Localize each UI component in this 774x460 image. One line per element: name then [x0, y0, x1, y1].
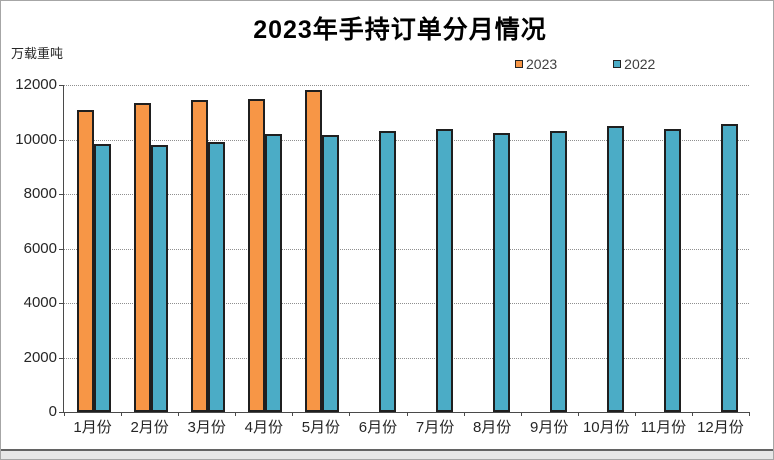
legend-item-2022: 2022 — [613, 56, 655, 72]
legend-item-2023: 2023 — [515, 56, 557, 72]
bar-2022-4月份 — [264, 134, 282, 412]
x-tick-mark — [634, 412, 636, 416]
x-tick-mark — [64, 412, 65, 416]
bar-2022-6月份 — [378, 131, 396, 412]
bar-2022-7月份 — [436, 128, 454, 412]
bar-2022-11月份 — [664, 129, 682, 412]
x-tick-label-6月份: 6月份 — [358, 419, 398, 436]
x-tick-mark — [406, 412, 408, 416]
y-tick-mark — [59, 139, 64, 141]
bar-2022-12月份 — [721, 123, 739, 412]
x-tick-mark — [178, 412, 180, 416]
x-tick-mark — [749, 412, 750, 416]
gridline-10000 — [64, 139, 749, 141]
legend-label-2023: 2023 — [526, 56, 558, 72]
bar-2023-3月份 — [190, 99, 208, 412]
x-tick-label-3月份: 3月份 — [187, 419, 226, 436]
x-tick-mark — [463, 412, 465, 416]
x-tick-label-7月份: 7月份 — [415, 419, 455, 436]
y-tick-mark — [59, 248, 64, 250]
x-tick-label-9月份: 9月份 — [530, 419, 569, 436]
y-tick-mark — [59, 194, 64, 195]
y-tick-label-10000: 10000 — [15, 130, 57, 148]
y-axis-unit-label: 万载重吨 — [11, 46, 64, 61]
gridline-2000 — [64, 357, 749, 359]
legend-swatch-2022 — [613, 60, 622, 68]
x-tick-label-8月份: 8月份 — [472, 419, 512, 436]
legend-swatch-2023 — [515, 60, 523, 68]
legend-label-2022: 2022 — [624, 56, 656, 72]
y-tick-label-6000: 6000 — [23, 239, 57, 257]
plot-area — [64, 85, 749, 412]
gridline-4000 — [64, 303, 749, 304]
x-tick-mark — [577, 412, 579, 416]
x-tick-mark — [121, 412, 123, 416]
bar-2022-1月份 — [93, 143, 111, 412]
y-tick-label-12000: 12000 — [15, 76, 57, 93]
gridline-6000 — [64, 248, 749, 250]
x-tick-mark — [235, 412, 237, 416]
x-tick-label-4月份: 4月份 — [244, 419, 283, 436]
y-tick-mark — [59, 303, 64, 304]
y-tick-mark — [59, 85, 64, 86]
x-tick-label-11月份: 11月份 — [640, 419, 687, 436]
bar-2023-5月份 — [304, 90, 322, 412]
x-tick-label-2月份: 2月份 — [130, 419, 169, 436]
x-tick-mark — [691, 412, 693, 416]
bar-2023-4月份 — [247, 98, 265, 412]
y-tick-mark — [59, 412, 64, 413]
gridline-12000 — [64, 85, 749, 86]
bar-2022-8月份 — [493, 132, 511, 412]
bar-2022-10月份 — [607, 126, 625, 412]
chart-canvas: 2023年手持订单分月情况 万载重吨 2023 2022 0 2000 4000 60… — [1, 1, 773, 449]
x-tick-label-5月份: 5月份 — [301, 419, 341, 436]
bar-2022-9月份 — [550, 131, 568, 412]
y-tick-label-0: 0 — [48, 403, 57, 420]
x-tick-label-12月份: 12月份 — [697, 419, 744, 436]
bar-2022-2月份 — [150, 145, 168, 412]
bar-2023-1月份 — [76, 109, 94, 412]
x-tick-label-1月份: 1月份 — [73, 419, 112, 436]
y-tick-mark — [59, 357, 64, 359]
gridline-8000 — [64, 194, 749, 195]
x-tick-mark — [520, 412, 522, 416]
bar-2022-3月份 — [207, 142, 225, 412]
y-tick-label-8000: 8000 — [23, 185, 57, 202]
x-tick-label-10月份: 10月份 — [582, 419, 630, 436]
x-tick-mark — [292, 412, 294, 416]
bar-2023-2月份 — [133, 102, 151, 412]
chart-title: 2023年手持订单分月情况 — [253, 16, 547, 44]
bottom-strip — [1, 449, 773, 459]
y-tick-label-4000: 4000 — [23, 294, 57, 311]
x-tick-mark — [349, 412, 351, 416]
bar-2022-5月份 — [321, 134, 339, 412]
legend: 2023 2022 — [515, 56, 655, 72]
y-tick-label-2000: 2000 — [23, 348, 57, 366]
